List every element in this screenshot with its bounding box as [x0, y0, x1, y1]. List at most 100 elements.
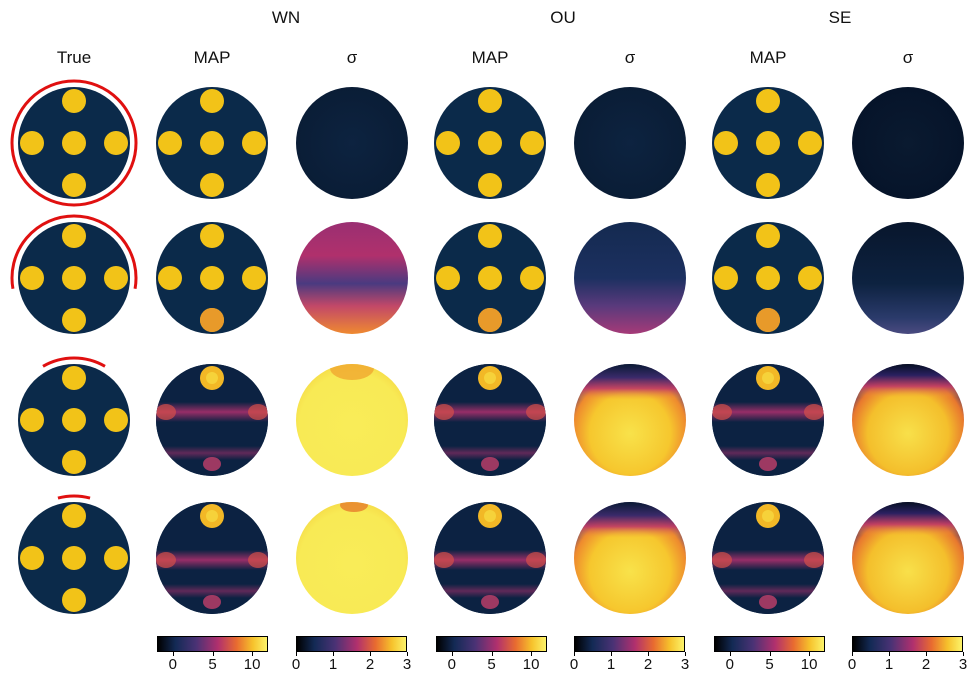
true-image [18, 222, 130, 334]
inclusion [242, 131, 266, 155]
sigma-map [296, 502, 408, 614]
inclusion [200, 224, 224, 248]
map-estimate [712, 222, 824, 334]
inclusion [478, 266, 502, 290]
boundary-arc [42, 356, 106, 368]
group-label-ou: OU [550, 8, 576, 27]
sigma-map [574, 502, 686, 614]
inclusion [756, 173, 780, 197]
colorbar [852, 636, 963, 652]
colorbar-tick-label: 0 [291, 656, 301, 673]
colorbar-tick-label: 1 [328, 656, 338, 673]
colorbar-tick-label: 0 [847, 656, 857, 673]
sigma-map [296, 87, 408, 199]
column-label-se-sigma: σ [902, 48, 914, 67]
sigma-map [852, 364, 964, 476]
column-label-ou-map: MAP [471, 48, 509, 67]
inclusion [20, 408, 44, 432]
inclusion [798, 131, 822, 155]
colorbar [157, 636, 268, 652]
map-estimate [156, 502, 268, 614]
inclusion [756, 224, 780, 248]
map-estimate [434, 502, 546, 614]
inclusion [756, 131, 780, 155]
sigma-map [574, 222, 686, 334]
colorbar-tick-label: 0 [569, 656, 579, 673]
map-estimate [156, 87, 268, 199]
colorbar-tick-label: 3 [680, 656, 690, 673]
inclusion [756, 89, 780, 113]
inclusion [478, 173, 502, 197]
inclusion [62, 266, 86, 290]
colorbar-tick-label: 2 [365, 656, 375, 673]
sigma-map [296, 364, 408, 476]
map-estimate [156, 222, 268, 334]
inclusion [436, 266, 460, 290]
inclusion [714, 266, 738, 290]
column-label-wn-sigma: σ [346, 48, 358, 67]
colorbar-tick-label: 5 [765, 656, 774, 673]
column-label-true: True [56, 48, 92, 67]
colorbar-tick-label: 0 [447, 656, 457, 673]
colorbar-tick-label: 1 [606, 656, 616, 673]
inclusion [756, 266, 780, 290]
inclusion [798, 266, 822, 290]
inclusion [62, 366, 86, 390]
map-estimate [712, 364, 824, 476]
colorbar [714, 636, 825, 652]
inclusion [104, 408, 128, 432]
map-estimate [156, 364, 268, 476]
inclusion [62, 408, 86, 432]
colorbar-tick-label: 2 [921, 656, 931, 673]
colorbar [296, 636, 407, 652]
true-image [18, 502, 130, 614]
map-estimate [712, 87, 824, 199]
inclusion [200, 131, 224, 155]
colorbar-tick-label: 3 [958, 656, 968, 673]
boundary-arc [10, 79, 138, 207]
colorbar [436, 636, 547, 652]
column-label-se-map: MAP [749, 48, 787, 67]
sigma-map [852, 87, 964, 199]
inclusion [62, 546, 86, 570]
true-image [18, 364, 130, 476]
sigma-map [574, 364, 686, 476]
inclusion [62, 504, 86, 528]
inclusion [478, 131, 502, 155]
inclusion [436, 131, 460, 155]
colorbar-tick-label: 2 [643, 656, 653, 673]
map-estimate [712, 502, 824, 614]
inclusion [62, 131, 86, 155]
column-label-wn-map: MAP [193, 48, 231, 67]
sigma-map [852, 502, 964, 614]
inclusion [20, 131, 44, 155]
inclusion [62, 450, 86, 474]
sigma-map [574, 87, 686, 199]
boundary-arc [57, 494, 91, 500]
true-image [18, 87, 130, 199]
colorbar-tick-label: 0 [725, 656, 735, 673]
map-estimate [434, 222, 546, 334]
inclusion [520, 266, 544, 290]
inclusion [104, 546, 128, 570]
colorbar-tick-label: 5 [487, 656, 496, 673]
group-label-se: SE [828, 8, 852, 27]
colorbar-tick-label: 10 [800, 656, 818, 673]
inclusion [62, 224, 86, 248]
map-estimate [434, 364, 546, 476]
sigma-map [852, 222, 964, 334]
colorbar [574, 636, 685, 652]
inclusion [158, 131, 182, 155]
inclusion [62, 588, 86, 612]
map-estimate [434, 87, 546, 199]
colorbar-tick-label: 10 [522, 656, 540, 673]
sigma-map [296, 222, 408, 334]
group-label-wn: WN [271, 8, 301, 27]
inclusion [158, 266, 182, 290]
colorbar-tick-label: 1 [884, 656, 894, 673]
inclusion [200, 173, 224, 197]
inclusion [62, 173, 86, 197]
inclusion [104, 131, 128, 155]
inclusion [20, 546, 44, 570]
